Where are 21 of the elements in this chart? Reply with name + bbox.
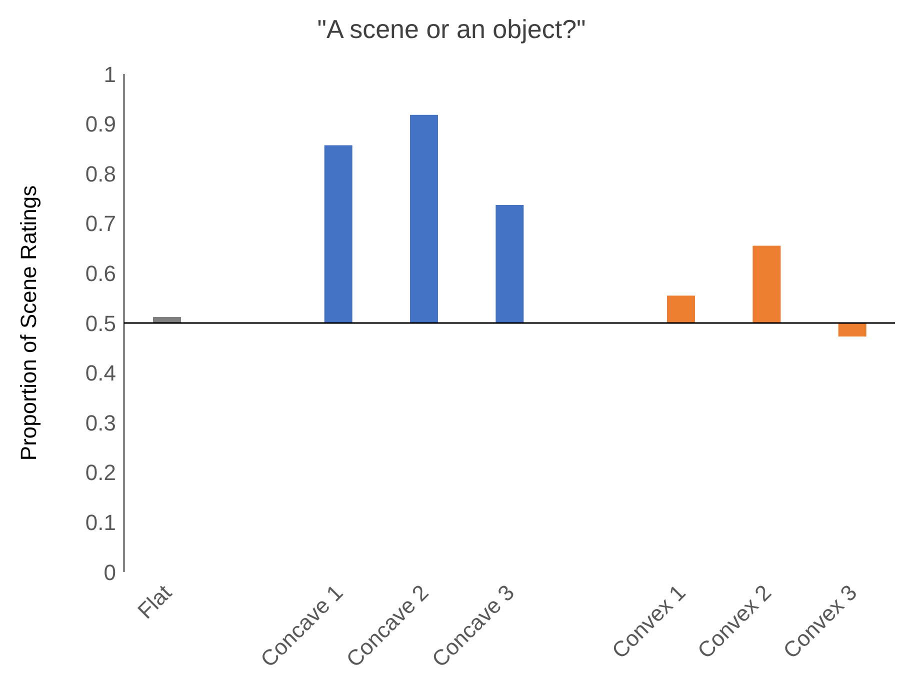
bar	[752, 246, 781, 323]
y-tick-label: 0.8	[85, 161, 116, 186]
y-tick-label: 0.2	[85, 460, 116, 486]
x-tick-label: Flat	[132, 580, 176, 624]
bar	[496, 204, 524, 323]
bar	[667, 296, 695, 323]
y-axis-title: Proportion of Scene Ratings	[16, 185, 41, 461]
chart-title: "A scene or an object?"	[316, 13, 587, 46]
bar	[410, 114, 438, 323]
y-tick-label: 0.3	[85, 410, 116, 436]
y-tick-label: 0.4	[85, 360, 116, 386]
y-tick-label: 1	[104, 62, 116, 87]
bar	[324, 145, 352, 323]
y-tick-label: 0.6	[85, 261, 116, 286]
y-tick-label: 0.9	[85, 112, 116, 137]
y-tick-label: 0.5	[85, 310, 116, 336]
bar	[838, 323, 866, 336]
y-tick-label: 0	[104, 560, 116, 585]
y-tick-label: 0.1	[85, 510, 116, 536]
y-tick-label: 0.7	[85, 211, 116, 236]
bar	[153, 317, 181, 323]
